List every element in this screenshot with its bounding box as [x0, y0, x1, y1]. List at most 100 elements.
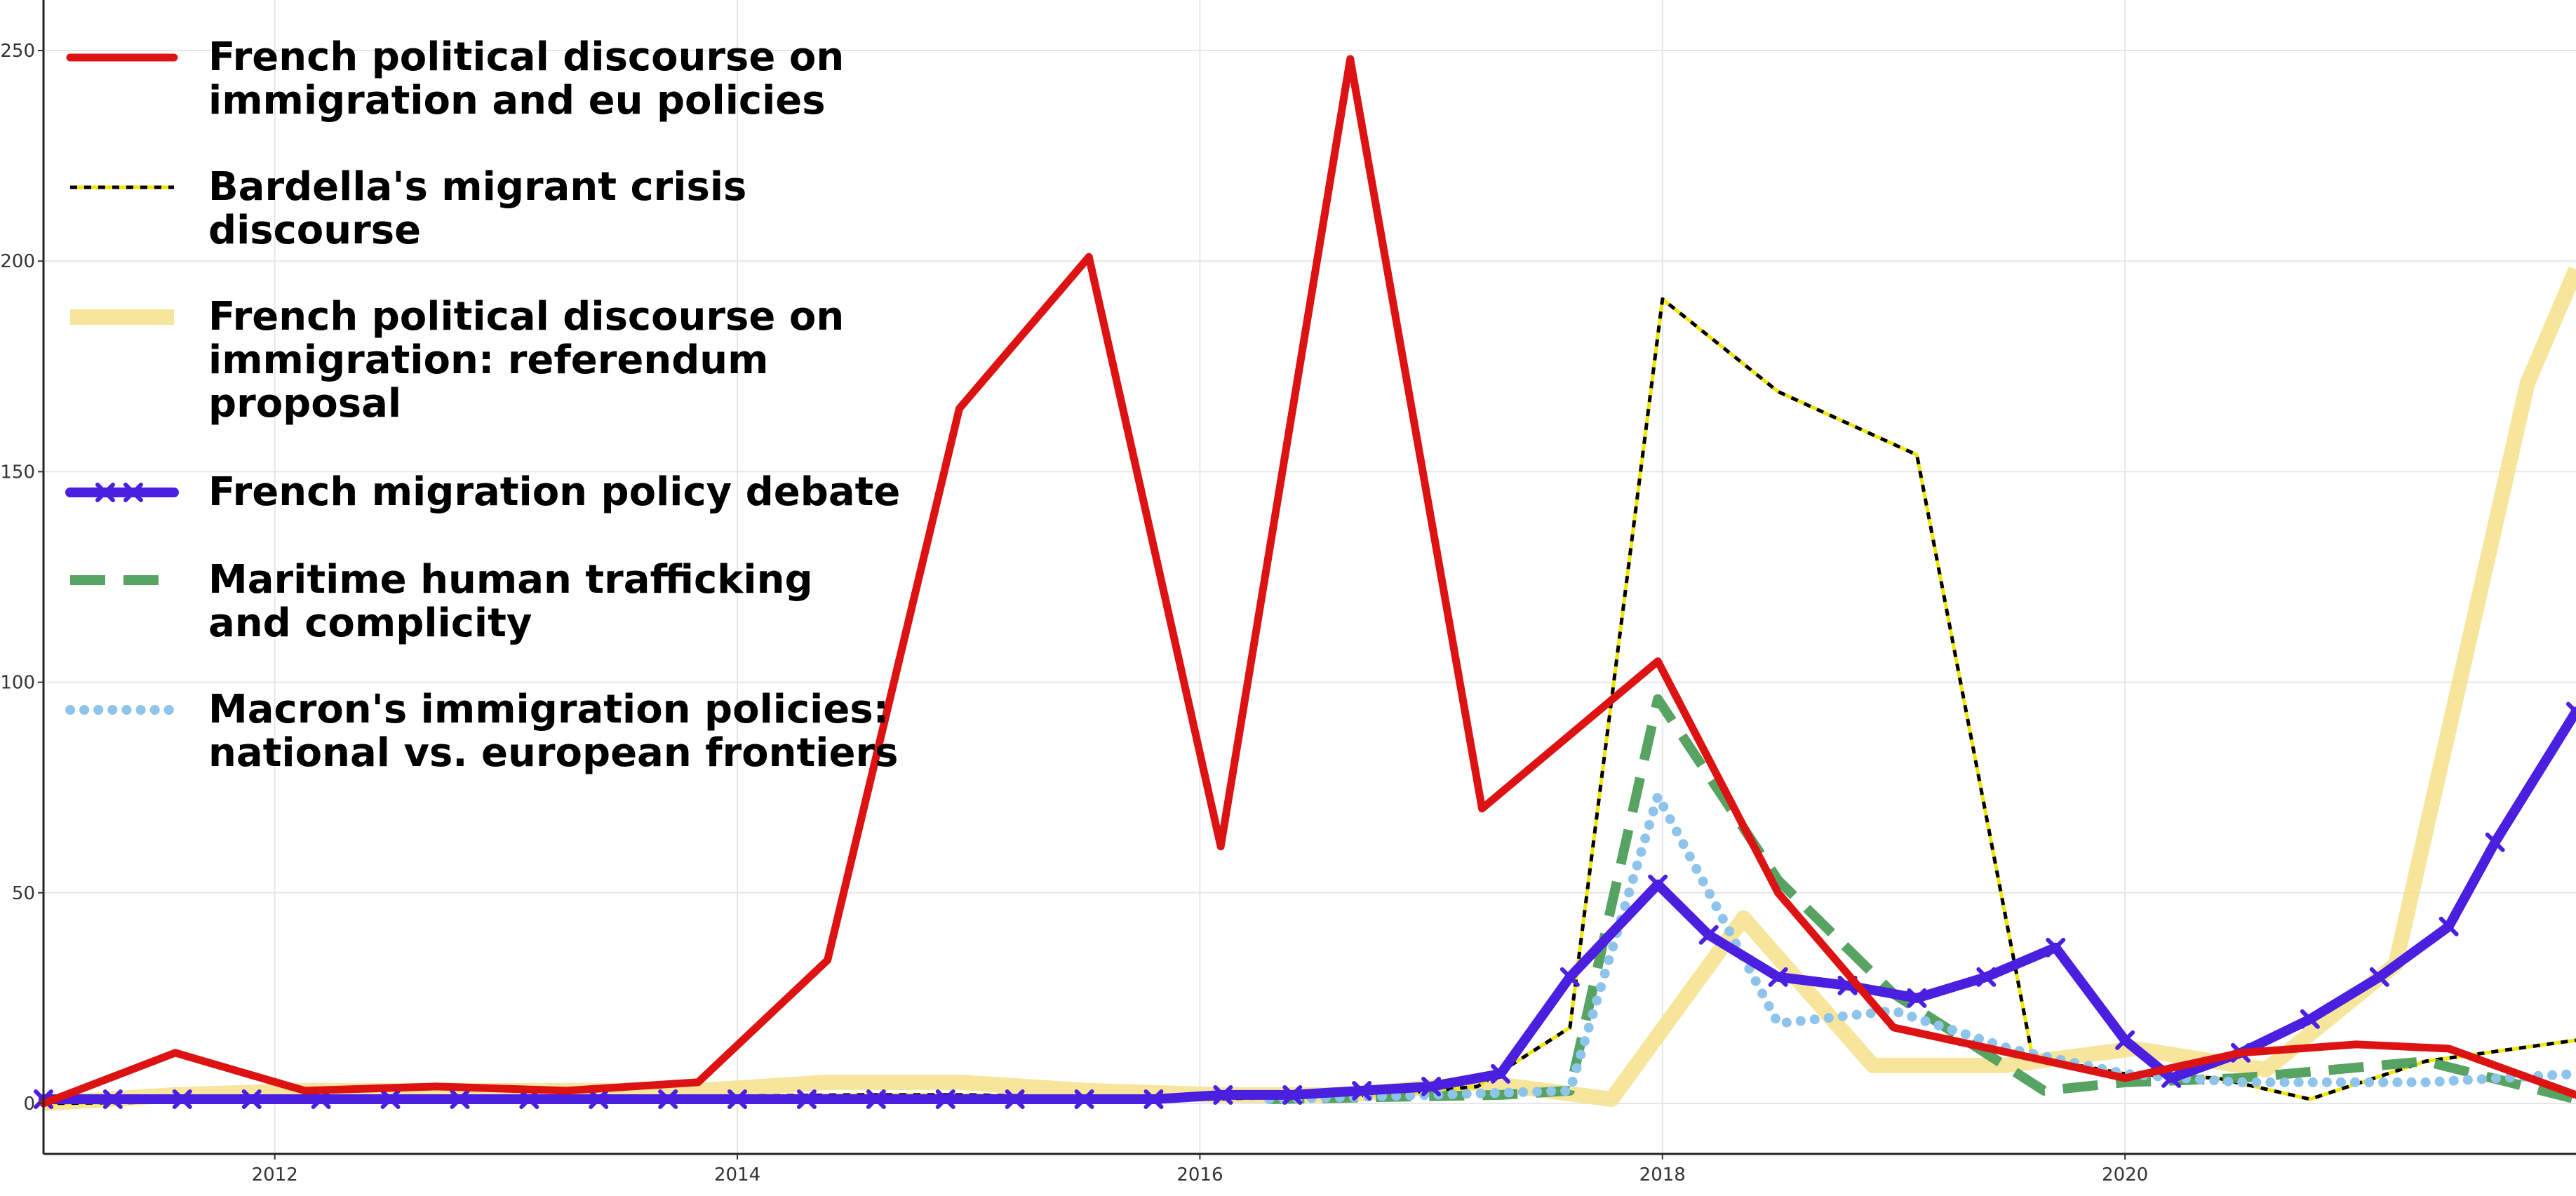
legend: French political discourse onimmigration…: [65, 34, 900, 776]
marker-stroke: [2566, 708, 2576, 722]
marker-stroke: [796, 1089, 817, 1109]
data-point-marker: [1648, 874, 1668, 894]
legend-label: discourse: [208, 208, 421, 253]
legend-label: French political discourse on: [208, 34, 844, 80]
data-point-marker: [1559, 967, 1580, 987]
legend-marker: [95, 483, 115, 502]
marker-stroke: [1976, 967, 1997, 987]
marker-stroke: [172, 1089, 192, 1109]
series-2: [1269, 694, 2576, 1104]
legend-label: and complicity: [208, 600, 532, 646]
marker-stroke: [1907, 988, 1927, 1008]
marker-stroke: [658, 1089, 678, 1109]
marker-stroke: [1768, 967, 1788, 987]
x-tick-label: 2014: [714, 1164, 760, 1185]
data-point-marker: [241, 1089, 262, 1109]
data-point-marker: [2566, 701, 2576, 722]
marker-stroke: [241, 1089, 262, 1109]
legend-entry-3: French migration policy debate: [65, 469, 900, 515]
marker-stroke: [727, 1089, 748, 1109]
marker-stroke: [450, 1089, 470, 1109]
data-point-marker: [2485, 832, 2505, 852]
data-point-marker: [1282, 1084, 1303, 1105]
legend-label: French migration policy debate: [208, 469, 900, 515]
marker-stroke: [1074, 1089, 1094, 1109]
legend-label: immigration: referendum: [208, 337, 769, 383]
data-point-marker: [1490, 1063, 1510, 1084]
marker-stroke: [380, 1089, 401, 1109]
data-point-marker: [2369, 967, 2389, 987]
data-point-marker: [866, 1089, 886, 1109]
marker-stroke: [1421, 1076, 1442, 1096]
data-point-marker: [1213, 1084, 1233, 1105]
marker-stroke: [935, 1089, 955, 1109]
data-point-marker: [1698, 925, 1719, 945]
series-3-line: [1264, 791, 2576, 1104]
marker-stroke: [1143, 1089, 1164, 1109]
legend-label: Bardella's migrant crisis: [208, 164, 746, 210]
series-3: [1264, 791, 2576, 1104]
y-tick-label: 0: [23, 1094, 35, 1115]
marker-stroke: [519, 1089, 539, 1109]
data-point-marker: [1352, 1080, 1372, 1101]
marker-stroke: [1698, 925, 1719, 945]
marker-stroke: [2161, 1068, 2182, 1088]
data-point-marker: [2046, 937, 2066, 958]
marker-stroke: [2485, 832, 2505, 852]
marker-stroke: [589, 1089, 609, 1109]
marker-stroke: [102, 1089, 123, 1109]
y-tick-label: 200: [0, 251, 35, 272]
data-point-marker: [172, 1089, 192, 1109]
marker-stroke: [866, 1089, 886, 1109]
data-point-marker: [2115, 1030, 2135, 1050]
legend-label: French political discourse on: [208, 294, 844, 340]
grid-lines: [43, 0, 2576, 1154]
x-tick-label: 2018: [1639, 1164, 1686, 1185]
data-point-marker: [2439, 916, 2459, 936]
data-point-marker: [1074, 1089, 1094, 1109]
marker-stroke: [1282, 1084, 1303, 1105]
legend-label: immigration and eu policies: [208, 78, 826, 123]
legend-marker: [123, 483, 143, 502]
data-point-marker: [1143, 1089, 1164, 1109]
series-lines: [34, 55, 2576, 1111]
y-tick-label: 50: [12, 883, 35, 904]
data-point-marker: [2300, 1009, 2320, 1029]
data-point-marker: [589, 1089, 609, 1109]
marker-stroke: [1352, 1080, 1372, 1101]
legend-entry-5: Macron's immigration policies:national v…: [65, 687, 898, 776]
marker-stroke: [2369, 967, 2389, 987]
data-point-marker: [727, 1089, 748, 1109]
series-2-line: [1269, 694, 2576, 1104]
y-tick-label: 250: [0, 41, 35, 62]
x-tick-label: 2016: [1176, 1164, 1223, 1185]
y-tick-label: 100: [0, 673, 35, 694]
marker-stroke: [1213, 1084, 1233, 1105]
legend-entry-2: French political discourse onimmigration…: [70, 294, 844, 426]
marker-stroke: [2115, 1030, 2135, 1050]
y-tick-label: 150: [0, 462, 35, 483]
x-tick-label: 2012: [252, 1164, 298, 1185]
marker-stroke: [123, 483, 143, 502]
marker-stroke: [2439, 916, 2459, 936]
legend-label: national vs. european frontiers: [208, 730, 898, 776]
legend-label: Maritime human trafficking: [208, 557, 813, 603]
marker-stroke: [2046, 937, 2066, 958]
data-point-marker: [380, 1089, 401, 1109]
legend-label: Macron's immigration policies:: [208, 687, 889, 732]
data-point-marker: [796, 1089, 817, 1109]
data-point-marker: [519, 1089, 539, 1109]
marker-stroke: [95, 483, 115, 502]
marker-stroke: [311, 1089, 331, 1109]
marker-stroke: [2566, 701, 2576, 715]
marker-stroke: [1559, 967, 1580, 987]
data-point-marker: [450, 1089, 470, 1109]
legend-label: proposal: [208, 381, 401, 426]
data-point-marker: [935, 1089, 955, 1109]
data-point-marker: [1421, 1076, 1442, 1096]
